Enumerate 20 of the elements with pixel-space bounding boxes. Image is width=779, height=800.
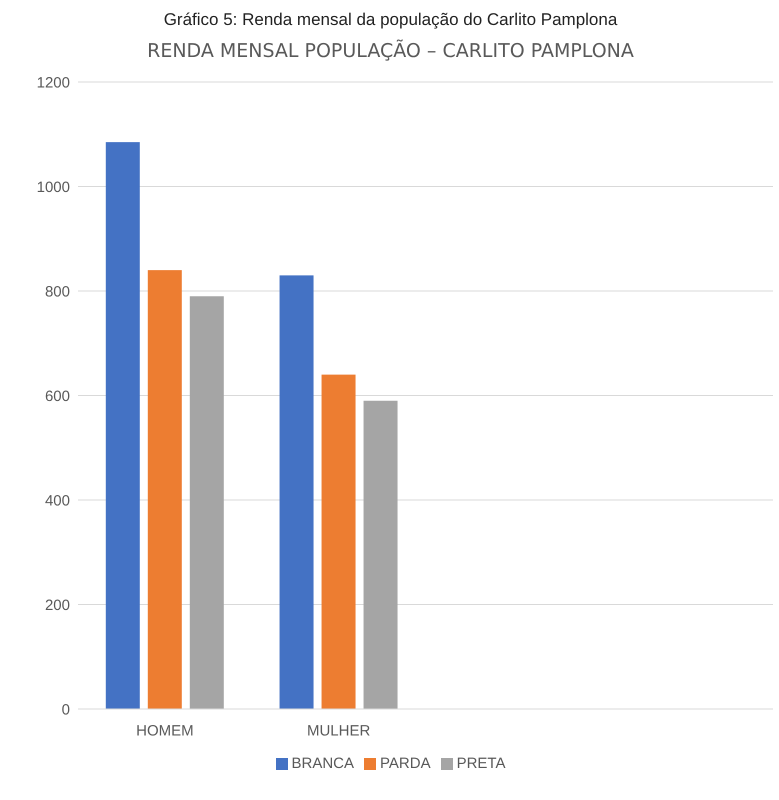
- bar: [322, 374, 356, 709]
- y-tick-label: 0: [62, 701, 70, 718]
- bar: [364, 400, 398, 709]
- bar: [280, 275, 314, 709]
- y-tick-label: 400: [44, 492, 70, 510]
- y-tick-label: 1200: [36, 74, 70, 92]
- chart-subtitle: RENDA MENSAL POPULAÇÃO – CARLITO PAMPLONA: [146, 40, 635, 62]
- bar: [190, 296, 224, 709]
- x-tick-label: MULHER: [306, 722, 370, 740]
- chart-title: Gráfico 5: Renda mensal da população do Carlito Pamplona: [162, 10, 618, 30]
- bar: [106, 142, 140, 709]
- y-tick-label: 200: [44, 596, 70, 614]
- y-tick-label: 1000: [36, 178, 70, 196]
- y-tick-label: 800: [44, 283, 70, 300]
- x-tick-label: HOMEM: [136, 722, 194, 740]
- legend-label: PRETA: [456, 755, 506, 772]
- legend-label: PARDA: [380, 755, 431, 772]
- y-tick-label: 600: [44, 388, 70, 405]
- bar: [148, 270, 182, 709]
- legend-label: BRANCA: [292, 755, 354, 772]
